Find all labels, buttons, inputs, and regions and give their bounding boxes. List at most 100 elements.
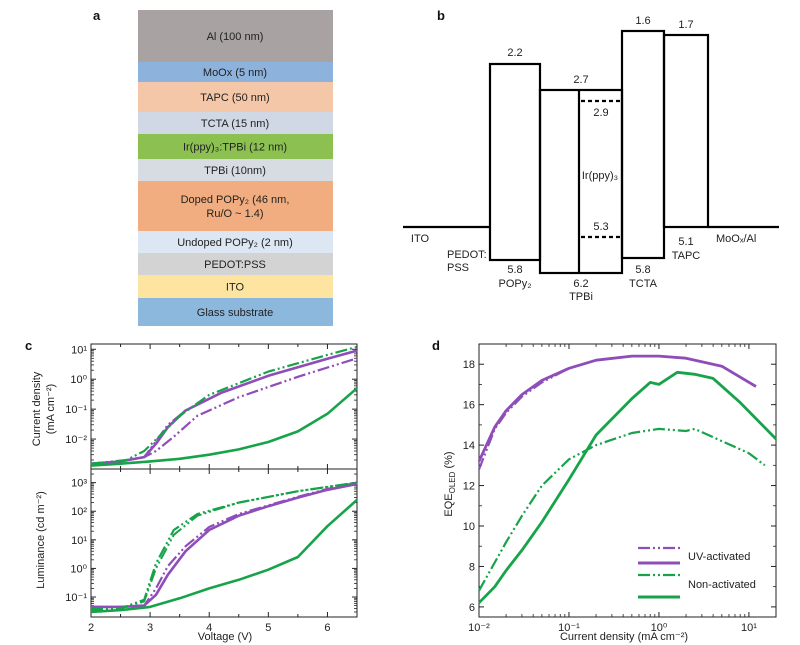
- ir-lumo-value: 2.9: [593, 107, 608, 119]
- current-density-plot: 10⁻² 10⁻¹ 10⁰ 10¹: [65, 343, 358, 470]
- moox-al-label: MoOₓ/Al: [716, 233, 756, 245]
- energy-diagram: [403, 29, 779, 275]
- c-bottom-ytick-label: 10⁻¹: [65, 592, 87, 604]
- series-line: [90, 349, 358, 465]
- panel-label-c: c: [25, 338, 32, 353]
- stack-layer-label: Glass substrate: [197, 307, 273, 319]
- tcta-label: TCTA: [629, 278, 658, 290]
- c-ylabel-top-1: Current density: [31, 371, 43, 446]
- stack-layer: [138, 10, 333, 62]
- d-ytick-label: 10: [463, 521, 475, 533]
- legend-non-label: Non-activated: [688, 579, 756, 591]
- stack-layer-label: Undoped POPy₂ (2 nm): [177, 237, 293, 249]
- popy2-box: [488, 62, 542, 262]
- tcta-homo-value: 5.8: [635, 264, 650, 276]
- panel-label-b: b: [437, 8, 445, 23]
- tcta-box: [620, 29, 666, 260]
- eqe-plot: 6 8 10 12 14 16 18 10⁻² 10⁻¹ 10⁰ 10¹: [463, 343, 777, 634]
- c-xlabel: Voltage (V): [198, 631, 252, 643]
- series-line: [478, 370, 777, 604]
- c-bottom-ytick-label: 10³: [71, 478, 87, 490]
- tpbi-homo-value: 6.2: [573, 278, 588, 290]
- c-top-ytick-label: 10¹: [71, 344, 87, 356]
- d-ytick-label: 6: [469, 602, 475, 614]
- c-ylabel-top-2: (mA cm⁻²): [45, 384, 57, 434]
- d-xtick-label: 10¹: [741, 622, 757, 634]
- series-line: [90, 481, 358, 612]
- stack-layer: [138, 275, 333, 298]
- tapc-homo-value: 5.1: [678, 236, 693, 248]
- c-bottom-frame: [90, 468, 358, 618]
- d-ytick-label: 12: [463, 481, 475, 493]
- ir-homo-value: 5.3: [593, 221, 608, 233]
- tapc-lumo-value: 1.7: [678, 19, 693, 31]
- stack-layer: [138, 159, 333, 181]
- series-line: [91, 482, 358, 609]
- stack-layer-label: Doped POPy₂ (46 nm,: [181, 194, 290, 206]
- series-line: [90, 345, 358, 465]
- stack-layer-label-2: Ru/O ~ 1.4): [206, 208, 263, 220]
- stack-layer: [138, 298, 333, 326]
- stack-layer: [138, 253, 333, 275]
- series-line: [477, 355, 750, 470]
- pedot-label-1: PEDOT:: [447, 249, 487, 261]
- c-xtick-label: 5: [265, 622, 271, 634]
- d-ylabel: EQEOLED (%): [443, 451, 457, 516]
- stack-layer-label: PEDOT:PSS: [204, 259, 266, 271]
- c-xtick-label: 4: [206, 622, 212, 634]
- pedot-label-2: PSS: [447, 262, 469, 274]
- d-xtick-label: 10⁻²: [468, 622, 490, 634]
- c-ylabel-bottom: Luminance (cd m⁻²): [35, 491, 47, 589]
- c-top-ytick-label: 10⁻²: [65, 434, 87, 446]
- d-xlabel: Current density (mA cm⁻²): [560, 631, 688, 643]
- panel-label-d: d: [432, 338, 440, 353]
- stack-layer: [138, 231, 333, 253]
- tapc-box: [662, 33, 710, 229]
- popy2-label: POPy₂: [499, 278, 532, 290]
- ir-ppy3-label: Ir(ppy)₃: [582, 170, 618, 182]
- popy2-lumo-value: 2.2: [507, 47, 522, 59]
- stack-layer-label: ITO: [226, 282, 245, 294]
- luminance-plot: 10⁻¹ 10⁰ 10¹ 10² 10³ 2 3 4 5 6: [65, 468, 358, 634]
- c-bottom-ytick-label: 10¹: [71, 535, 87, 547]
- stack-layer-label: Al (100 nm): [207, 31, 264, 43]
- stack-layer: [138, 134, 333, 159]
- energy-labels: 2.2 2.7 1.6 1.7 2.9 Ir(ppy)₃ 5.3 5.8 POP…: [411, 15, 756, 303]
- d-xtick-label: 10⁻¹: [558, 622, 580, 634]
- device-stack: Al (100 nm) MoOx (5 nm) TAPC (50 nm) TCTA (…: [138, 10, 333, 326]
- c-xtick-label: 6: [324, 622, 330, 634]
- stack-layer: [138, 62, 333, 82]
- series-line: [90, 498, 358, 614]
- legend: UV-activated Non-activated: [638, 546, 756, 599]
- series-line: [478, 427, 766, 592]
- c-bottom-ytick-label: 10²: [71, 506, 87, 518]
- stack-layer-label: MoOx (5 nm): [203, 67, 267, 79]
- tpbi-lumo-value: 2.7: [573, 74, 588, 86]
- series-line: [90, 387, 358, 467]
- tapc-label: TAPC: [672, 250, 701, 262]
- stack-layer-label: TAPC (50 nm): [200, 92, 269, 104]
- series-line: [91, 481, 358, 608]
- d-ytick-label: 14: [463, 440, 475, 452]
- tcta-lumo-value: 1.6: [635, 15, 650, 27]
- d-frame: [478, 343, 777, 618]
- tpbi-label: TPBi: [569, 291, 593, 303]
- stack-layer: [138, 82, 333, 112]
- legend-uv-label: UV-activated: [688, 551, 750, 563]
- stack-layer: [138, 112, 333, 134]
- d-xtick-label: 10⁰: [651, 622, 668, 634]
- series-line: [91, 481, 358, 610]
- series-line: [477, 354, 757, 462]
- d-ytick-label: 18: [463, 359, 475, 371]
- d-ytick-label: 16: [463, 400, 475, 412]
- stack-layer-label: Ir(ppy)₃:TPBi (12 nm): [183, 142, 287, 154]
- c-xtick-label: 2: [88, 622, 94, 634]
- ito-label: ITO: [411, 233, 430, 245]
- c-top-ytick-label: 10⁻¹: [65, 404, 87, 416]
- c-bottom-ytick-label: 10⁰: [70, 563, 87, 575]
- c-top-ytick-label: 10⁰: [70, 374, 87, 386]
- panel-label-a: a: [93, 8, 101, 23]
- series-line: [90, 357, 358, 465]
- stack-layer-label: TCTA (15 nm): [201, 118, 269, 130]
